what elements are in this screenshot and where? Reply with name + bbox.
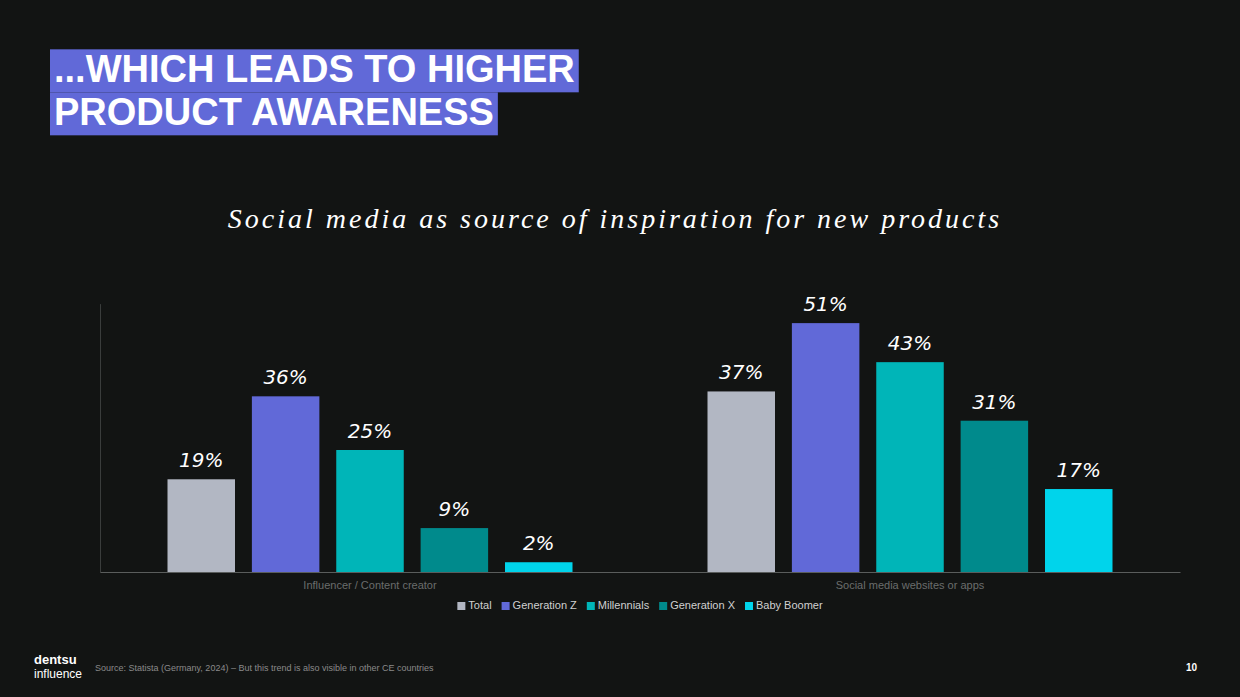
bar	[505, 562, 573, 572]
legend-item: Generation Z	[502, 599, 577, 611]
legend-swatch	[745, 602, 753, 610]
data-label: 43%	[888, 331, 932, 355]
data-label: 51%	[803, 292, 847, 316]
data-label: 36%	[263, 365, 307, 389]
x-tick: Influencer / Content creator	[303, 572, 437, 591]
page-number: 10	[1186, 662, 1198, 673]
data-label: 2%	[523, 531, 555, 555]
data-label: 31%	[972, 390, 1016, 414]
background	[0, 0, 1240, 697]
legend-item: Total	[457, 599, 491, 611]
bar	[168, 479, 236, 572]
page-title: ...WHICH LEADS TO HIGHERPRODUCT AWARENES…	[54, 48, 575, 133]
logo-line1: dentsu	[34, 652, 77, 667]
bar	[421, 528, 489, 572]
data-label: 9%	[439, 497, 471, 521]
title-group: ...WHICH LEADS TO HIGHERPRODUCT AWARENES…	[50, 48, 579, 135]
legend-item: Baby Boomer	[745, 599, 823, 611]
legend-item: Generation X	[659, 599, 735, 611]
legend-swatch	[502, 602, 510, 610]
legend: Total Generation Z Millennials Generation X…	[457, 599, 823, 611]
page-title-line: PRODUCT AWARENESS	[54, 91, 494, 133]
data-label: 25%	[348, 419, 392, 443]
x-axis: Influencer / Content creator Social media…	[101, 572, 1181, 591]
x-tick-label: Social media websites or apps	[836, 579, 985, 591]
legend-label: Baby Boomer	[756, 599, 823, 611]
bars	[168, 323, 1113, 572]
bar	[708, 391, 776, 572]
bar	[1045, 489, 1113, 572]
legend-label: Generation X	[670, 599, 735, 611]
y-axis	[100, 304, 101, 572]
legend-label: Millennials	[598, 599, 650, 611]
bar	[792, 323, 860, 572]
data-labels: 19% 37% 36% 51% 25% 43% 9% 31% 2% 17%	[179, 292, 1101, 555]
legend-label: Generation Z	[513, 599, 577, 611]
canvas: ...WHICH LEADS TO HIGHERPRODUCT AWARENES…	[0, 0, 1240, 697]
bar	[252, 396, 320, 572]
x-tick-label: Influencer / Content creator	[303, 579, 437, 591]
legend-swatch	[587, 602, 595, 610]
data-label: 19%	[179, 448, 223, 472]
bar	[961, 421, 1029, 572]
bar	[876, 362, 944, 572]
legend-item: Millennials	[587, 599, 650, 611]
y-axis-line	[100, 304, 101, 572]
logo-line2: influence	[34, 667, 82, 681]
chart-title: Social media as source of inspiration fo…	[228, 203, 1002, 234]
page-title-line: ...WHICH LEADS TO HIGHER	[54, 48, 575, 90]
x-tick: Social media websites or apps	[836, 572, 985, 591]
legend-swatch	[457, 602, 465, 610]
x-axis-line	[101, 572, 1181, 573]
data-label: 37%	[719, 360, 763, 384]
legend-swatch	[659, 602, 667, 610]
legend-label: Total	[468, 599, 491, 611]
source-note: Source: Statista (Germany, 2024) – But t…	[95, 663, 434, 673]
bar	[336, 450, 404, 572]
data-label: 17%	[1057, 458, 1101, 482]
